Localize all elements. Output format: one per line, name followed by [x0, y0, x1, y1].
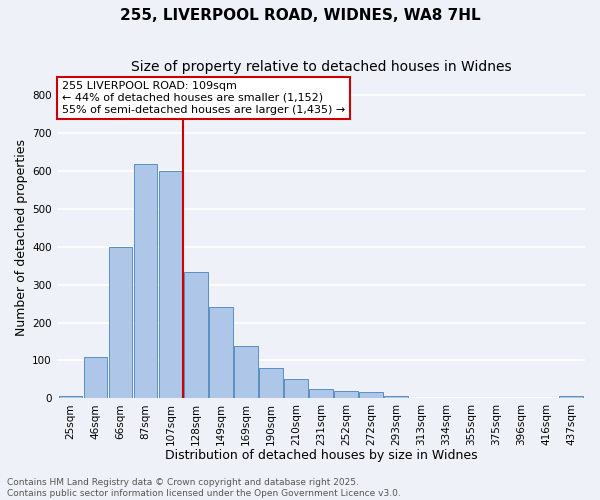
Bar — [259, 368, 283, 398]
Title: Size of property relative to detached houses in Widnes: Size of property relative to detached ho… — [131, 60, 511, 74]
Bar — [309, 389, 333, 398]
Bar — [59, 396, 82, 398]
Bar — [334, 391, 358, 398]
Text: 255 LIVERPOOL ROAD: 109sqm
← 44% of detached houses are smaller (1,152)
55% of s: 255 LIVERPOOL ROAD: 109sqm ← 44% of deta… — [62, 82, 345, 114]
Y-axis label: Number of detached properties: Number of detached properties — [15, 139, 28, 336]
Text: 255, LIVERPOOL ROAD, WIDNES, WA8 7HL: 255, LIVERPOOL ROAD, WIDNES, WA8 7HL — [119, 8, 481, 22]
Bar — [134, 164, 157, 398]
Bar — [184, 272, 208, 398]
Bar — [384, 396, 408, 398]
Bar — [359, 392, 383, 398]
Text: Contains HM Land Registry data © Crown copyright and database right 2025.
Contai: Contains HM Land Registry data © Crown c… — [7, 478, 401, 498]
Bar — [234, 346, 257, 399]
Bar — [83, 356, 107, 399]
X-axis label: Distribution of detached houses by size in Widnes: Distribution of detached houses by size … — [164, 450, 477, 462]
Bar — [284, 378, 308, 398]
Bar — [559, 396, 583, 398]
Bar — [158, 171, 182, 398]
Bar — [109, 247, 133, 398]
Bar — [209, 308, 233, 398]
